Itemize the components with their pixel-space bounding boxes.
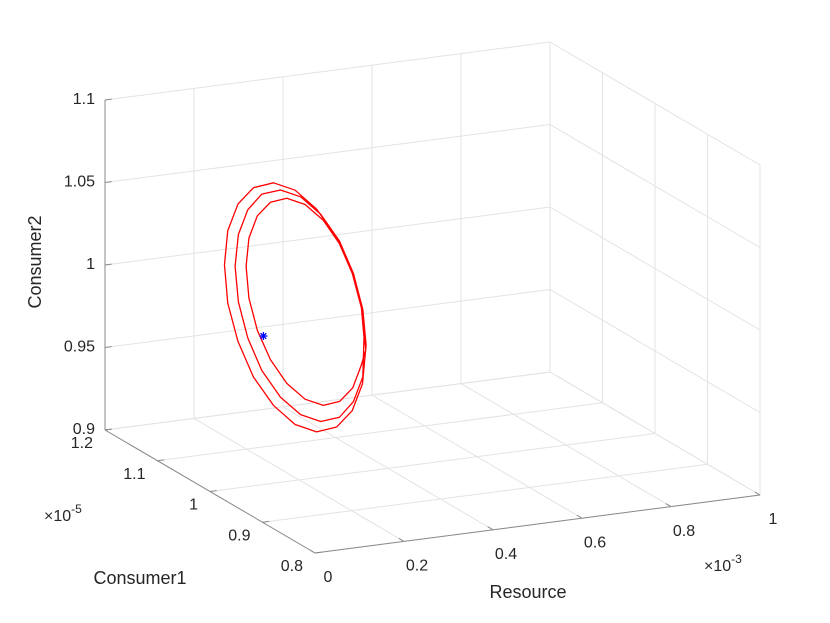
x-exponent-power: -3: [731, 552, 742, 566]
x-tick-label: 0.4: [495, 546, 517, 563]
y-exponent-power: -5: [71, 502, 82, 516]
z-tick: [104, 263, 112, 266]
z-tick-label: 0.9: [73, 421, 95, 438]
y-exponent-base: ×10: [44, 508, 71, 525]
x-exponent: ×10-3: [704, 552, 742, 575]
x-exponent-base: ×10: [704, 558, 731, 575]
z-tick-label: 1.05: [64, 174, 95, 191]
y-tick-label: 1.1: [123, 466, 145, 483]
start-marker: [259, 332, 268, 341]
z-tick-label: 1: [86, 256, 95, 273]
y-axis-label: Consumer1: [93, 568, 186, 588]
x-tick: [309, 549, 316, 554]
y-tick: [157, 459, 165, 462]
x-tick-label: 0.2: [406, 558, 428, 575]
z-tick: [104, 346, 112, 348]
grid-line: [209, 433, 656, 492]
y-tick: [314, 551, 322, 554]
y-exponent: ×10-5: [44, 502, 82, 525]
x-tick: [754, 491, 761, 496]
y-tick-label: 0.9: [228, 527, 250, 544]
x-tick: [665, 503, 672, 508]
x-tick: [398, 537, 405, 542]
y-tick: [209, 490, 217, 492]
z-tick: [104, 181, 112, 183]
grid-layer: [104, 41, 761, 554]
data-layer: [223, 182, 367, 433]
z-tick: [104, 428, 112, 431]
x-axis-line: [314, 494, 761, 554]
axis-layer: 00.20.40.60.810.80.911.11.20.90.9511.051…: [64, 91, 778, 586]
grid-line: [262, 463, 708, 523]
grid-line: [549, 206, 761, 331]
z-axis-label: Consumer2: [25, 215, 45, 308]
y-tick-label: 1.2: [71, 435, 93, 452]
grid-line: [549, 371, 761, 496]
grid-line: [157, 402, 603, 462]
x-tick-label: 0: [324, 569, 333, 586]
z-tick-label: 1.1: [73, 91, 95, 108]
grid-line: [104, 124, 551, 183]
grid-line: [104, 371, 551, 431]
z-tick: [104, 98, 112, 101]
x-tick-label: 0.8: [673, 523, 695, 540]
x-tick: [487, 526, 494, 531]
grid-line: [104, 289, 551, 348]
grid-line: [104, 41, 551, 101]
y-tick-label: 0.8: [281, 558, 303, 575]
x-tick: [576, 514, 583, 519]
y-tick-label: 1: [189, 497, 198, 514]
x-tick-label: 1: [769, 511, 778, 528]
x-axis-label: Resource: [489, 582, 566, 602]
grid-line: [549, 124, 761, 248]
z-tick-label: 0.95: [64, 339, 95, 356]
grid-line: [549, 41, 761, 166]
grid-line: [549, 289, 761, 413]
grid-line: [104, 206, 551, 266]
y-tick: [262, 520, 270, 523]
x-tick-label: 0.6: [584, 534, 606, 551]
marker-stroke: [260, 332, 267, 340]
trajectory-line: [223, 182, 367, 433]
